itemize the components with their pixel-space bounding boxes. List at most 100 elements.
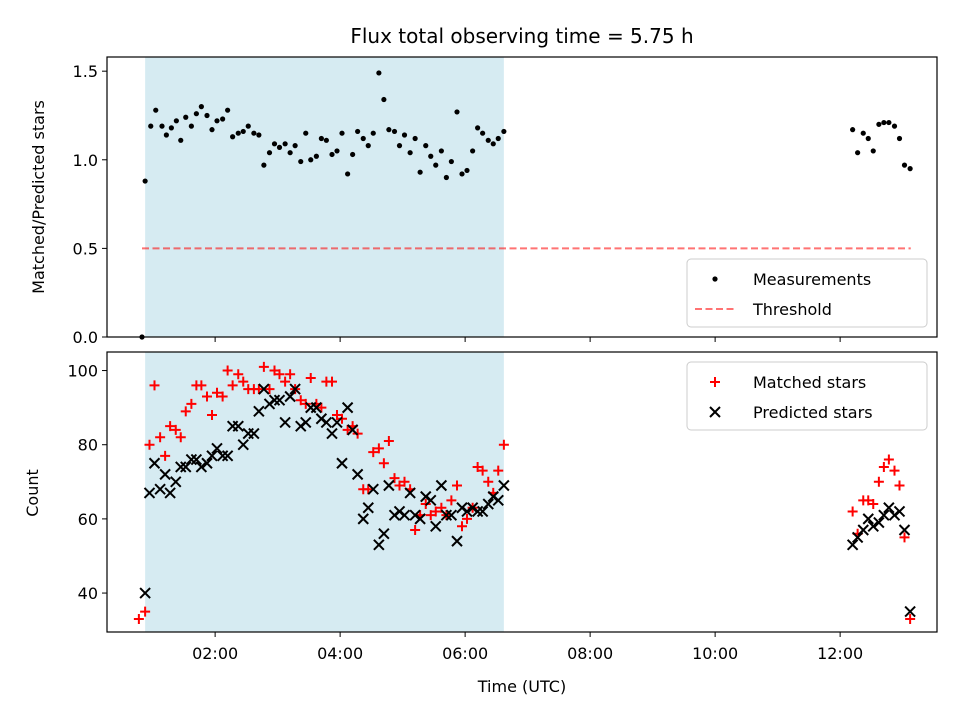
legend-box xyxy=(686,258,928,328)
predicted-stars-point xyxy=(310,401,323,414)
predicted-stars-point xyxy=(331,416,343,429)
predicted-stars-point xyxy=(383,479,395,492)
bottom-shaded-interval xyxy=(145,352,504,632)
measurement-point xyxy=(339,130,345,136)
predicted-stars-point xyxy=(159,468,171,481)
predicted-stars-point xyxy=(170,476,182,488)
matched-stars-point xyxy=(149,380,160,391)
measurement-point xyxy=(475,125,481,131)
measurement-point xyxy=(183,114,189,120)
legend-marker-measurements xyxy=(712,276,718,282)
measurement-point xyxy=(417,169,423,175)
predicted-stars-point xyxy=(373,539,385,551)
measurement-point xyxy=(271,141,278,147)
measurement-point xyxy=(428,153,434,159)
top-y-tick-label: 0.5 xyxy=(73,239,98,258)
predicted-stars-point xyxy=(237,439,249,451)
measurement-point xyxy=(501,128,507,135)
measurement-point xyxy=(495,135,501,142)
measurement-point xyxy=(287,150,293,156)
legend-entry-label: Measurements xyxy=(753,270,871,289)
legend-entry-label: Matched stars xyxy=(753,373,866,392)
predicted-stars-point xyxy=(451,535,463,547)
predicted-stars-point xyxy=(867,520,879,533)
predicted-stars-point xyxy=(898,524,911,536)
measurement-point xyxy=(240,128,246,135)
top-panel: 0.0 0.5 1.0 1.5 Measurements Threshold xyxy=(73,56,938,347)
matched-stars-point xyxy=(498,439,509,450)
x-tick-label: 10:00 xyxy=(692,644,738,663)
predicted-stars-point xyxy=(232,420,244,432)
measurement-point xyxy=(188,123,194,129)
matched-stars-point xyxy=(410,525,421,536)
measurement-point xyxy=(907,166,913,172)
matched-stars-point xyxy=(140,606,151,617)
measurement-point xyxy=(464,167,470,174)
predicted-stars-point xyxy=(404,487,416,499)
measurement-point xyxy=(459,171,465,177)
bottom-legend: Matched stars Predicted stars xyxy=(686,361,928,431)
matched-stars-point xyxy=(368,447,379,458)
measurement-point xyxy=(360,135,366,142)
matched-stars-point xyxy=(165,421,176,432)
predicted-stars-point xyxy=(248,427,260,440)
measurement-point xyxy=(485,137,491,143)
measurement-point xyxy=(214,118,220,124)
top-y-tick-label: 1.0 xyxy=(73,151,98,170)
matched-stars-point xyxy=(222,365,233,376)
predicted-stars-point xyxy=(154,483,166,495)
measurement-point xyxy=(865,135,871,142)
measurement-point xyxy=(438,148,444,154)
predicted-stars-point xyxy=(273,394,286,406)
measurement-point xyxy=(370,130,376,136)
predicted-stars-point xyxy=(289,383,301,395)
measurement-point xyxy=(220,116,226,122)
matched-stars-point xyxy=(457,521,467,532)
x-tick-label: 04:00 xyxy=(317,644,363,663)
measurement-point xyxy=(443,174,449,181)
bottom-y-tick-label: 80 xyxy=(78,436,98,455)
legend-box xyxy=(686,361,928,431)
predicted-stars-point xyxy=(357,513,369,525)
top-series-0 xyxy=(139,70,913,340)
measurement-point xyxy=(292,143,298,149)
measurement-point xyxy=(153,107,159,113)
measurement-point xyxy=(850,127,856,133)
matched-stars-point xyxy=(462,513,472,524)
predicted-stars-point xyxy=(143,487,156,499)
matched-stars-point xyxy=(233,369,244,380)
measurement-point xyxy=(350,151,356,158)
predicted-stars-point xyxy=(164,487,176,499)
predicted-stars-point xyxy=(445,509,458,521)
bottom-y-axis-label: Count xyxy=(23,469,42,517)
measurement-point xyxy=(365,143,371,149)
matched-stars-point xyxy=(160,450,171,461)
predicted-stars-point xyxy=(279,416,291,429)
x-tick-label: 08:00 xyxy=(567,644,613,663)
predicted-stars-point xyxy=(367,483,379,495)
legend-entry-label: Predicted stars xyxy=(753,403,873,422)
predicted-stars-point xyxy=(185,453,198,466)
predicted-stars-point xyxy=(851,531,864,544)
predicted-stars-point xyxy=(883,502,895,514)
predicted-stars-point xyxy=(201,457,213,469)
matched-stars-point xyxy=(873,476,884,487)
matched-stars-point xyxy=(383,436,394,447)
matched-stars-point xyxy=(868,499,879,510)
x-tick-label: 06:00 xyxy=(442,644,488,663)
predicted-stars-point xyxy=(211,442,223,455)
measurement-point xyxy=(261,162,267,168)
top-legend: Measurements Threshold xyxy=(686,258,928,328)
matched-stars-point xyxy=(883,454,894,465)
predicted-stars-point xyxy=(336,457,348,469)
matched-stars-point xyxy=(477,465,488,476)
measurement-point xyxy=(313,153,319,159)
predicted-stars-point xyxy=(425,494,437,507)
predicted-stars-point xyxy=(873,516,885,529)
matched-stars-point xyxy=(227,380,238,391)
matched-stars-point xyxy=(316,402,327,413)
matched-stars-point xyxy=(253,384,264,395)
predicted-stars-point xyxy=(300,416,312,429)
measurement-point xyxy=(276,144,283,150)
predicted-stars-point xyxy=(320,416,333,429)
